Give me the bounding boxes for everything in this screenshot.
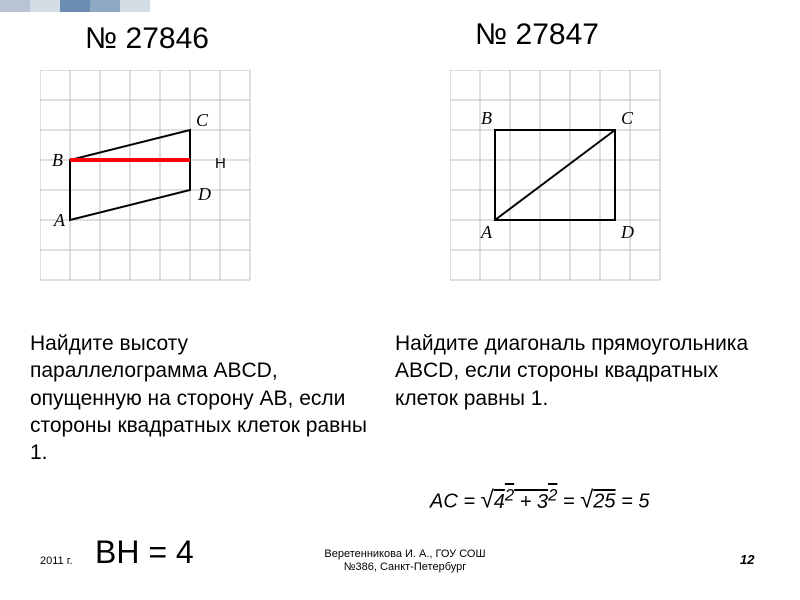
footer-credit: Веретенникова И. А., ГОУ СОШ №386, Санкт…: [295, 548, 515, 574]
problem-text-left: Найдите высоту параллелограмма ABCD, опу…: [30, 330, 370, 466]
heading-right: № 27847: [475, 18, 599, 52]
answer-left: BH = 4: [95, 534, 194, 571]
decorative-blocks: [0, 0, 150, 12]
figure-right: A B C D: [450, 70, 680, 300]
credit-line1: Веретенникова И. А., ГОУ СОШ: [324, 548, 485, 560]
svg-text:B: B: [481, 108, 492, 128]
svg-text:A: A: [53, 210, 66, 230]
svg-text:B: B: [52, 150, 63, 170]
problem-text-right: Найдите диагональ прямоугольника ABCD, е…: [395, 330, 765, 412]
svg-text:C: C: [621, 108, 634, 128]
page-number: 12: [740, 552, 754, 567]
h-label: H: [215, 155, 226, 172]
svg-text:D: D: [197, 184, 211, 204]
credit-line2: №386, Санкт-Петербург: [344, 561, 467, 573]
heading-left: № 27846: [85, 22, 209, 56]
year-label: 2011 г.: [40, 555, 72, 567]
svg-text:C: C: [196, 110, 209, 130]
svg-text:D: D: [620, 222, 634, 242]
svg-text:A: A: [480, 222, 493, 242]
figure-left: A B C D: [40, 70, 270, 300]
formula-right: AC = √42 + 32 = √25 = 5: [430, 485, 649, 515]
